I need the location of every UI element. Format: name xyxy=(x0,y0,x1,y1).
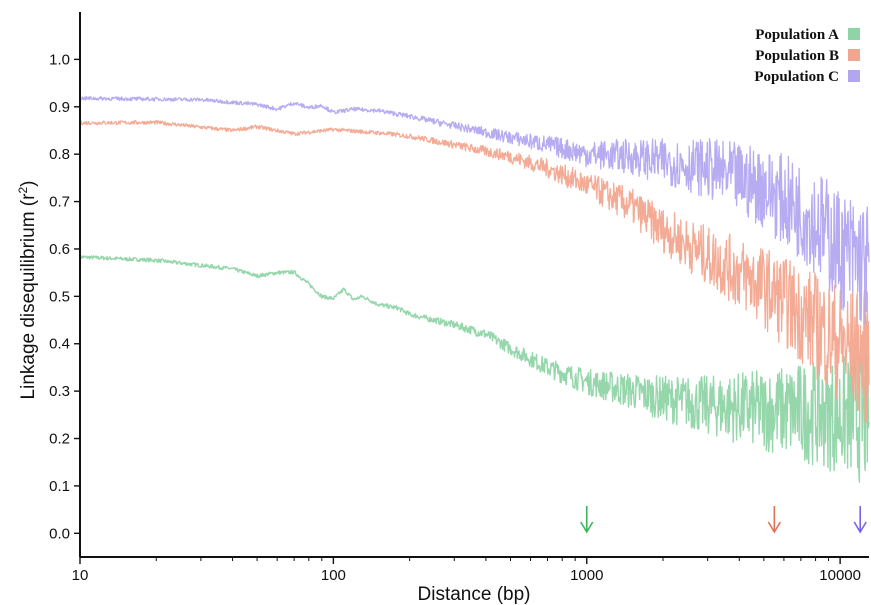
distance-arrow-1 xyxy=(580,506,594,534)
legend-item-population-c: Population C xyxy=(754,69,860,85)
legend-label: Population A xyxy=(755,27,839,43)
series-line-population-c xyxy=(79,95,870,326)
y-tick-label: 0.5 xyxy=(49,288,70,305)
legend-label: Population B xyxy=(755,48,839,64)
series-layer xyxy=(79,95,870,483)
x-tick-label: 10 xyxy=(72,567,89,584)
y-axis-title-end: ) xyxy=(18,181,39,187)
arrow-head xyxy=(580,521,594,534)
arrow-head xyxy=(767,521,782,534)
legend-swatch xyxy=(848,28,860,40)
legend-swatch xyxy=(848,49,860,61)
legend-swatch xyxy=(848,70,860,82)
legend-item-population-a: Population A xyxy=(755,27,860,43)
y-tick-label: 0.4 xyxy=(49,336,70,353)
distance-arrow-2 xyxy=(767,506,782,534)
arrow-markers xyxy=(580,506,867,534)
arrow-head xyxy=(853,521,867,534)
y-tick-label: 0.2 xyxy=(49,431,70,448)
y-tick-label: 1.0 xyxy=(49,51,70,68)
legend-item-population-b: Population B xyxy=(755,48,860,64)
y-tick-label: 0.0 xyxy=(49,525,70,542)
legend: Population A Population B Population C xyxy=(754,27,860,85)
series-line-population-b xyxy=(79,119,870,424)
axes: 0.0 0.1 0.2 0.3 0.4 0.5 0.6 0.7 0.8 0.9 1.0 10 100 10… xyxy=(49,12,869,584)
y-tick-label: 0.7 xyxy=(49,194,70,211)
series-line-population-a xyxy=(79,254,870,483)
y-tick-label: 0.6 xyxy=(49,241,70,258)
y-tick-label: 0.1 xyxy=(49,478,70,495)
y-tick-label: 0.8 xyxy=(49,146,70,163)
y-tick-label: 0.9 xyxy=(49,99,70,116)
distance-arrow-3 xyxy=(853,506,867,534)
y-axis-title-main: Linkage disequilibrium (r xyxy=(18,193,39,400)
x-tick-label: 100 xyxy=(321,567,346,584)
x-tick-label: 1000 xyxy=(570,567,603,584)
y-tick-label: 0.3 xyxy=(49,383,70,400)
legend-label: Population C xyxy=(754,69,839,85)
x-tick-label: 10000 xyxy=(819,567,861,584)
y-axis-title: Linkage disequilibrium (r2) xyxy=(16,181,39,400)
x-axis-title: Distance (bp) xyxy=(418,584,531,605)
y-axis-title-sup: 2 xyxy=(16,187,30,194)
